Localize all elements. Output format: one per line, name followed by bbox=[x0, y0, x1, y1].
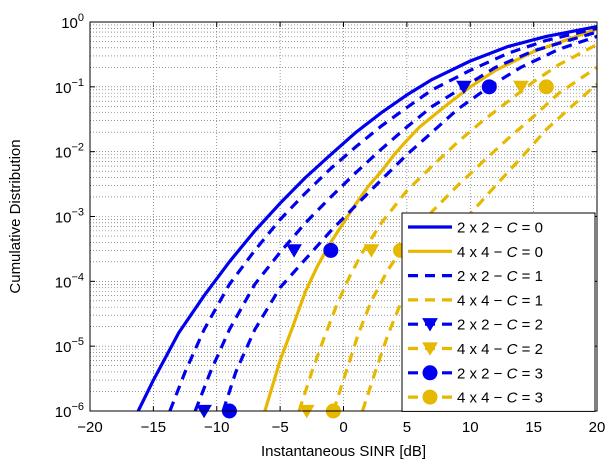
legend: 2 x 2 − C = 0 4 x 4 − C = 0 2 x 2 − C = 1 4… bbox=[401, 212, 596, 412]
y-tick-label: 10−1 bbox=[55, 77, 84, 97]
series-line-6 bbox=[331, 65, 598, 412]
x-tick-label: −5 bbox=[272, 419, 289, 436]
series-marker-5 bbox=[456, 80, 472, 95]
legend-marker bbox=[422, 342, 438, 356]
y-tick-label: 100 bbox=[61, 12, 84, 32]
series-marker-8 bbox=[538, 79, 554, 95]
y-axis-label: Cumulative Distribution bbox=[7, 139, 24, 293]
legend-marker bbox=[422, 318, 438, 332]
x-tick-label: 0 bbox=[339, 419, 347, 436]
x-tick-label: −20 bbox=[77, 419, 102, 436]
series-line-2 bbox=[263, 27, 598, 412]
series-line-3 bbox=[168, 26, 598, 412]
series-group bbox=[136, 25, 599, 412]
legend-label: 4 x 4 − C = 1 bbox=[457, 292, 543, 309]
x-axis-label: Instantaneous SINR [dB] bbox=[261, 443, 426, 460]
legend-label: 4 x 4 − C = 2 bbox=[457, 341, 543, 358]
x-tick-label: −15 bbox=[141, 419, 166, 436]
y-tick-label: 10−5 bbox=[55, 336, 84, 356]
x-tick-label: 15 bbox=[525, 419, 542, 436]
series-line-5 bbox=[193, 30, 598, 412]
series-marker-5 bbox=[286, 244, 302, 258]
series-marker-6 bbox=[363, 244, 380, 258]
legend-marker bbox=[422, 389, 438, 405]
series-line-7 bbox=[221, 34, 598, 412]
legend-label: 4 x 4 − C = 3 bbox=[457, 390, 543, 407]
series-marker-7 bbox=[323, 242, 339, 258]
series-line-4 bbox=[297, 43, 598, 412]
series-marker-6 bbox=[513, 80, 529, 95]
y-tick-label: 10−4 bbox=[55, 271, 84, 291]
legend-label: 2 x 2 − C = 1 bbox=[457, 268, 543, 285]
y-tick-label: 10−2 bbox=[55, 142, 84, 162]
ticks-group: −20 −15 −10 −5 0 5 10 15 20 100 10−1 10−2 10−3 10−4 10… bbox=[55, 12, 606, 436]
legend-label: 2 x 2 − C = 0 bbox=[457, 220, 543, 237]
x-tick-label: 20 bbox=[589, 419, 606, 436]
x-tick-label: −10 bbox=[204, 419, 229, 436]
y-tick-label: 10−3 bbox=[55, 207, 84, 227]
series-marker-7 bbox=[481, 79, 497, 95]
legend-label: 4 x 4 − C = 0 bbox=[457, 244, 543, 261]
series-line-1 bbox=[136, 25, 598, 412]
y-tick-label: 10−6 bbox=[55, 401, 84, 421]
legend-label: 2 x 2 − C = 3 bbox=[457, 365, 543, 382]
x-tick-label: 10 bbox=[462, 419, 479, 436]
legend-marker bbox=[422, 365, 438, 381]
x-tick-label: 5 bbox=[403, 419, 411, 436]
legend-label: 2 x 2 − C = 2 bbox=[457, 317, 543, 334]
